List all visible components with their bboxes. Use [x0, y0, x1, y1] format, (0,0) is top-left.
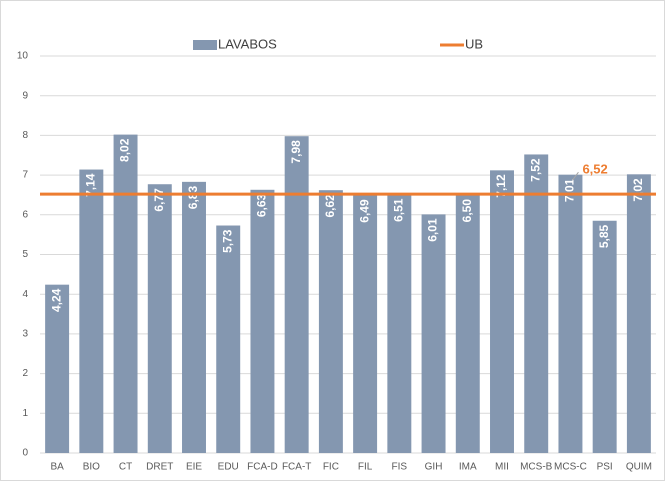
x-tick-label: MCS-C — [554, 462, 587, 473]
x-tick-label: FCA-D — [247, 462, 278, 473]
y-tick-label: 8 — [22, 130, 28, 141]
y-tick-label: 9 — [22, 90, 28, 101]
bar — [524, 154, 549, 453]
y-tick-label: 0 — [22, 448, 28, 459]
bar — [421, 214, 446, 453]
x-tick-label: GIH — [425, 462, 443, 473]
data-label: 6,83 — [186, 186, 200, 210]
x-tick-label: EIE — [186, 462, 202, 473]
x-tick-label: BIO — [83, 462, 100, 473]
data-label: 6,77 — [152, 188, 166, 212]
bar — [216, 225, 241, 453]
data-label: 6,50 — [460, 199, 474, 223]
bar — [79, 169, 104, 454]
data-label: 5,85 — [597, 224, 611, 248]
bar — [387, 194, 412, 454]
x-tick-label: DRET — [146, 462, 173, 473]
bar — [455, 194, 480, 453]
bar — [147, 184, 172, 453]
bar — [626, 174, 651, 453]
data-label: 7,52 — [528, 158, 542, 182]
bar — [318, 190, 343, 453]
leader-line — [572, 171, 579, 181]
bar — [592, 220, 617, 453]
x-tick-label: MCS-B — [520, 462, 553, 473]
bar — [182, 181, 206, 453]
data-label: 7,12 — [494, 174, 508, 198]
x-tick-label: MII — [495, 462, 509, 473]
y-tick-label: 10 — [17, 51, 29, 62]
data-label: 6,51 — [392, 198, 406, 222]
legend-label: UB — [465, 36, 483, 51]
x-tick-label: FCA-T — [282, 462, 311, 473]
data-label: 7,01 — [563, 178, 577, 202]
x-tick-label: QUIM — [626, 462, 652, 473]
bar — [113, 134, 138, 453]
data-label: 6,63 — [255, 193, 269, 217]
bar — [250, 189, 275, 453]
data-label: 8,02 — [118, 138, 132, 162]
data-label: 7,14 — [84, 173, 98, 197]
x-tick-label: FIC — [323, 462, 339, 473]
x-tick-label: FIS — [392, 462, 408, 473]
x-tick-label: CT — [119, 462, 132, 473]
data-label: 6,52 — [582, 162, 607, 177]
y-tick-label: 3 — [22, 329, 28, 340]
data-label: 7,98 — [289, 140, 303, 164]
bar — [284, 136, 309, 453]
y-tick-label: 7 — [22, 170, 28, 181]
y-tick-label: 2 — [22, 368, 28, 379]
x-tick-label: PSI — [597, 462, 613, 473]
x-tick-label: EDU — [218, 462, 239, 473]
data-label: 4,24 — [49, 288, 63, 312]
data-label: 6,01 — [426, 218, 440, 242]
data-label: 6,49 — [357, 199, 371, 223]
x-tick-label: FIL — [358, 462, 373, 473]
data-label: 5,73 — [220, 229, 234, 253]
bar — [45, 284, 70, 453]
legend-label: LAVABOS — [218, 36, 277, 51]
y-tick-label: 6 — [22, 209, 28, 220]
y-tick-label: 4 — [22, 289, 28, 300]
y-tick-label: 1 — [22, 408, 28, 419]
legend-swatch — [193, 40, 217, 50]
data-label: 6,62 — [323, 194, 337, 218]
bar — [353, 195, 378, 454]
bar — [558, 174, 583, 453]
x-tick-label: BA — [50, 462, 64, 473]
bar — [490, 170, 514, 453]
data-label: 7,02 — [631, 178, 645, 202]
x-tick-label: IMA — [459, 462, 477, 473]
y-tick-label: 5 — [22, 249, 28, 260]
